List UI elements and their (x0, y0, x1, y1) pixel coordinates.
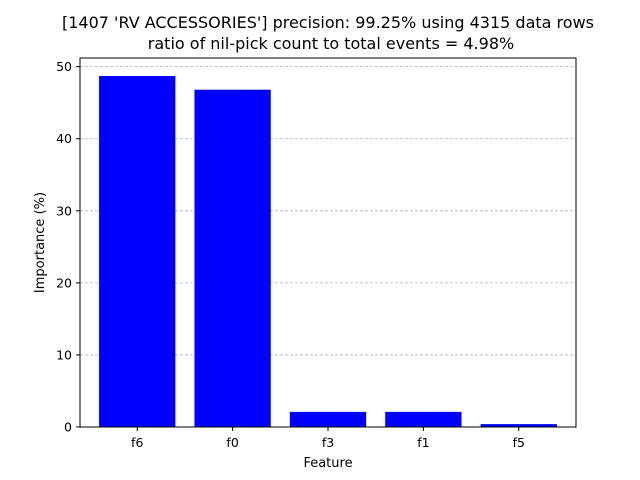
y-tick-label: 20 (56, 275, 72, 290)
y-tick-label: 0 (64, 420, 72, 435)
x-tick-label-f0: f0 (226, 435, 238, 450)
x-tick-label-f5: f5 (513, 435, 525, 450)
bar-f1 (385, 411, 462, 427)
bar-f0 (194, 89, 271, 427)
x-axis-label: Feature (303, 456, 352, 471)
y-axis-ticks: 0 10 20 30 40 50 (56, 59, 80, 435)
chart-title-line-1: [1407 'RV ACCESSORIES'] precision: 99.25… (62, 13, 594, 32)
y-tick-label: 10 (56, 347, 72, 362)
x-tick-label-f3: f3 (322, 435, 334, 450)
x-tick-label-f6: f6 (131, 435, 143, 450)
bar-f5 (480, 424, 557, 427)
chart-title-line-2: ratio of nil-pick count to total events … (148, 34, 514, 53)
x-tick-label-f1: f1 (417, 435, 429, 450)
bar-f3 (289, 411, 367, 427)
bar-f6 (99, 76, 176, 427)
y-axis-label: Importance (%) (33, 192, 48, 293)
y-tick-label: 40 (56, 131, 72, 146)
bars (99, 76, 557, 427)
y-tick-label: 50 (56, 59, 72, 74)
y-tick-label: 30 (56, 203, 72, 218)
x-axis-ticks: f6 f0 f3 f1 f5 (131, 427, 525, 450)
